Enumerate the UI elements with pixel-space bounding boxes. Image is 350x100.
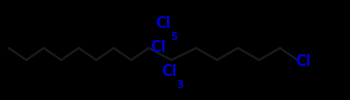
Text: Cl: Cl bbox=[296, 55, 312, 70]
Text: Cl: Cl bbox=[150, 40, 166, 56]
Text: 3: 3 bbox=[176, 80, 184, 90]
Text: Cl: Cl bbox=[156, 16, 172, 32]
Text: Cl: Cl bbox=[162, 64, 177, 80]
Text: 5: 5 bbox=[170, 32, 178, 42]
